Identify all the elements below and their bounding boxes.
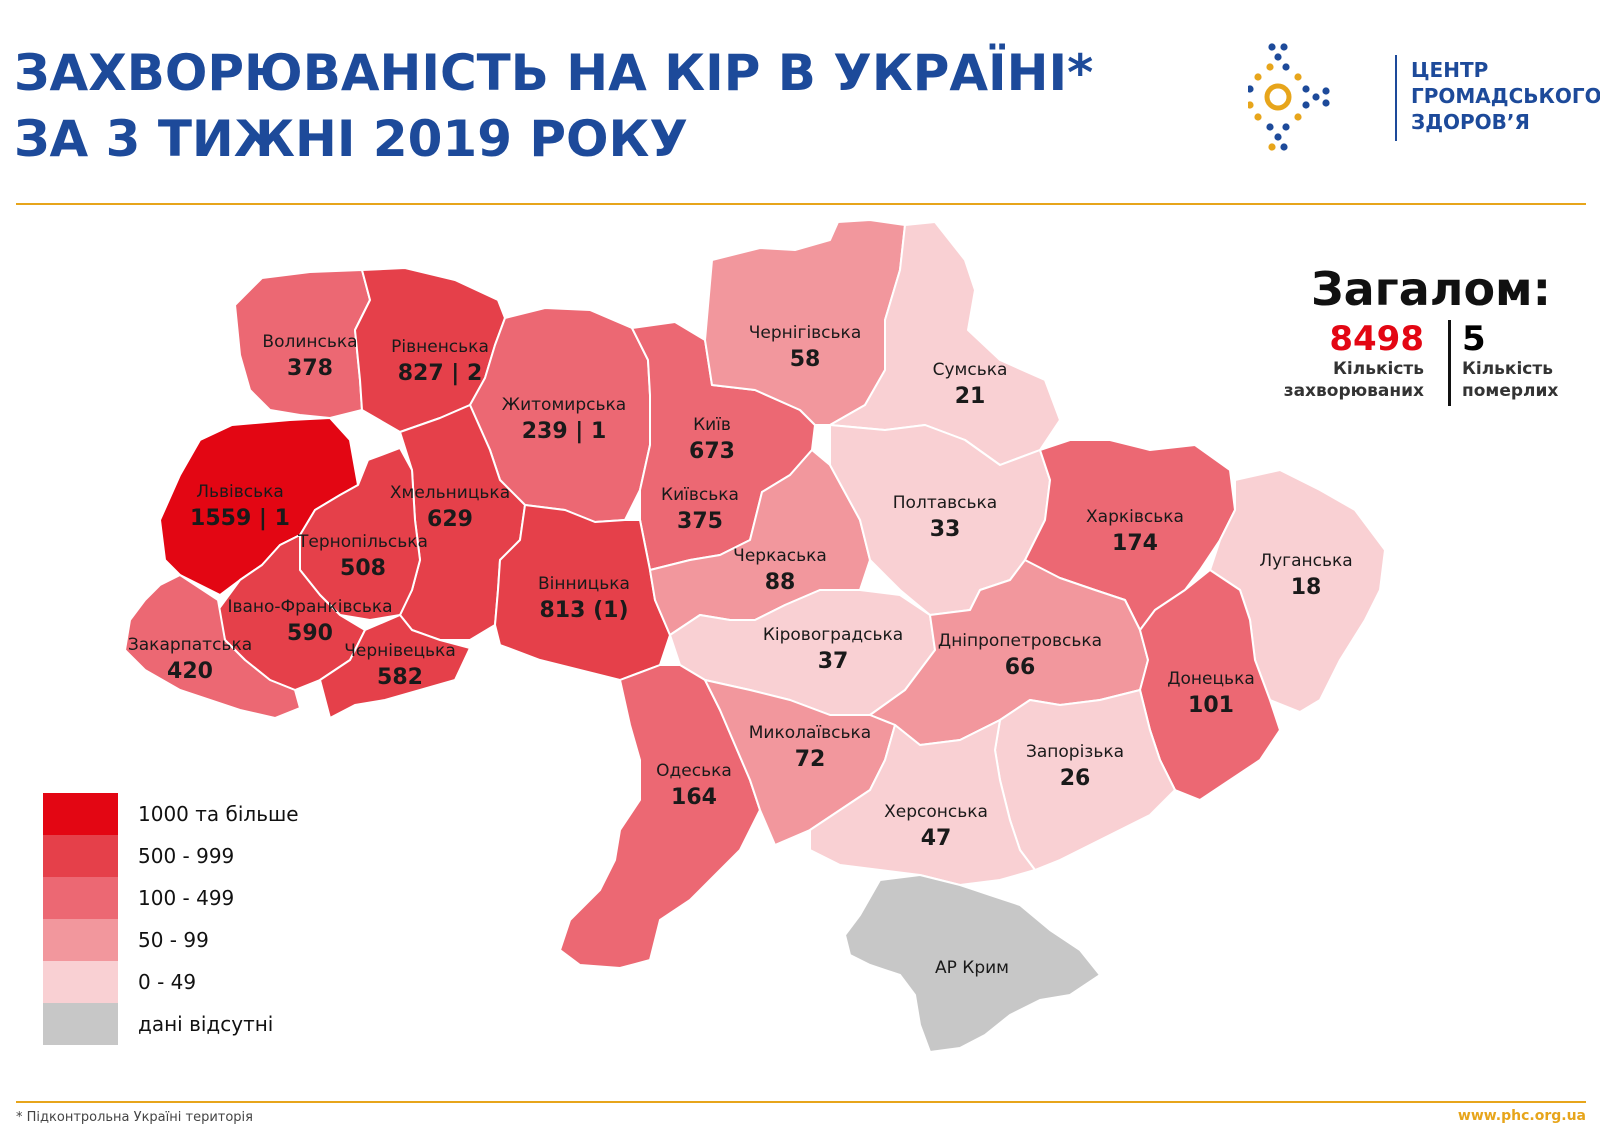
cases-label-2: захворюваних: [1283, 381, 1424, 401]
deaths-label-2: померлих: [1462, 381, 1559, 401]
footnote: * Підконтрольна Україні територія: [16, 1110, 253, 1125]
region-chernivetska: [319, 614, 471, 719]
logo-divider: [1395, 55, 1397, 141]
cases-value: 8498: [1329, 319, 1424, 359]
deaths-label-1: Кількість: [1462, 359, 1553, 379]
totals-deaths: 5 Кількість померлих: [1462, 320, 1592, 402]
region-name-khersonska: Херсонська: [884, 802, 988, 822]
region-name-rivnenska: Рівненська: [391, 337, 489, 357]
legend-swatch: [43, 1003, 118, 1045]
legend-label: 50 - 99: [138, 928, 209, 952]
region-name-donetska: Донецька: [1167, 669, 1255, 689]
logo-line-2: ГРОМАДСЬКОГО: [1411, 84, 1600, 108]
footer-divider: [16, 1101, 1586, 1103]
region-name-zakarpatska: Закарпатська: [128, 635, 252, 655]
region-name-kyivska: Київська: [661, 485, 739, 505]
region-name-luhanska: Луганська: [1259, 551, 1352, 571]
region-name-kharkivska: Харківська: [1086, 507, 1184, 527]
page-title: ЗАХВОРЮВАНІСТЬ НА КІР В УКРАЇНІ* ЗА 3 ТИ…: [14, 40, 1093, 172]
region-name-dnipropetrovska: Дніпропетровська: [938, 631, 1102, 651]
region-value-zhytomyrska: 239 | 1: [522, 419, 607, 444]
region-name-zhytomyrska: Житомирська: [502, 395, 626, 415]
region-value-kyivska: 375: [677, 509, 723, 534]
legend-label: дані відсутні: [138, 1012, 274, 1036]
region-value-ivano-frankivska: 590: [287, 621, 333, 646]
region-value-chernihivska: 58: [790, 347, 821, 372]
region-name-mykolaivska: Миколаївська: [749, 723, 871, 743]
deaths-value: 5: [1462, 319, 1486, 359]
region-value-volynska: 378: [287, 356, 333, 381]
region-name-sumska: Сумська: [933, 360, 1008, 380]
logo-line-1: ЦЕНТР: [1411, 58, 1489, 82]
website-link[interactable]: www.phc.org.ua: [1457, 1108, 1586, 1124]
region-name-kirovohradska: Кіровоградська: [763, 625, 903, 645]
region-value-chernivetska: 582: [377, 665, 423, 690]
region-name-vinnytska: Вінницька: [538, 574, 630, 594]
region-name-kyiv-city: Київ: [693, 415, 731, 435]
legend-swatch: [43, 835, 118, 877]
legend-label: 100 - 499: [138, 886, 235, 910]
region-name-volynska: Волинська: [262, 332, 357, 352]
cases-label-1: Кількість: [1333, 359, 1424, 379]
header-divider: [16, 203, 1586, 205]
region-khersonska: [809, 719, 1036, 886]
region-name-khmelnytska: Хмельницька: [390, 483, 510, 503]
title-line-1: ЗАХВОРЮВАНІСТЬ НА КІР В УКРАЇНІ*: [14, 44, 1094, 102]
totals-divider: [1448, 320, 1451, 406]
region-zakarpatska: [124, 574, 301, 719]
region-value-kyiv-city: 673: [689, 439, 735, 464]
region-name-odeska: Одеська: [656, 761, 732, 781]
region-value-sumska: 21: [955, 384, 986, 409]
region-name-cherkaska: Черкаська: [733, 546, 827, 566]
legend-swatch: [43, 961, 118, 1003]
region-value-vinnytska: 813 (1): [540, 598, 629, 623]
totals-cases: 8498 Кількість захворюваних: [1262, 320, 1424, 402]
region-value-lvivska: 1559 | 1: [190, 506, 290, 531]
region-crimea: [844, 874, 1101, 1053]
region-name-crimea: АР Крим: [935, 958, 1009, 978]
legend-label: 500 - 999: [138, 844, 235, 868]
region-value-khersonska: 47: [921, 826, 952, 851]
legend-swatch: [43, 793, 118, 835]
region-name-chernihivska: Чернігівська: [749, 323, 861, 343]
region-value-dnipropetrovska: 66: [1005, 655, 1036, 680]
region-value-poltavska: 33: [930, 517, 961, 542]
logo-text: ЦЕНТР ГРОМАДСЬКОГО ЗДОРОВ’Я: [1411, 57, 1600, 135]
phc-logo-icon: [1248, 43, 1330, 151]
legend-swatch: [43, 919, 118, 961]
logo-line-3: ЗДОРОВ’Я: [1411, 110, 1530, 134]
region-value-kharkivska: 174: [1112, 531, 1158, 556]
legend-swatch: [43, 877, 118, 919]
region-ternopilska: [299, 447, 421, 621]
region-value-zakarpatska: 420: [167, 659, 213, 684]
region-value-khmelnytska: 629: [427, 507, 473, 532]
region-name-lvivska: Львівська: [196, 482, 284, 502]
region-value-zaporizka: 26: [1060, 766, 1091, 791]
region-name-ternopilska: Тернопільська: [297, 532, 428, 552]
region-name-ivano-frankivska: Івано-Франківська: [227, 597, 392, 617]
region-value-donetska: 101: [1188, 693, 1234, 718]
region-value-kirovohradska: 37: [818, 649, 849, 674]
region-name-poltavska: Полтавська: [893, 493, 997, 513]
region-name-zaporizka: Запорізька: [1026, 742, 1124, 762]
region-value-cherkaska: 88: [765, 570, 796, 595]
region-donetska: [1139, 569, 1281, 801]
region-value-odeska: 164: [671, 785, 717, 810]
title-line-2: ЗА 3 ТИЖНІ 2019 РОКУ: [14, 110, 688, 168]
legend-label: 1000 та більше: [138, 802, 299, 826]
totals-title: Загалом:: [1310, 262, 1552, 316]
region-value-ternopilska: 508: [340, 556, 386, 581]
region-value-luhanska: 18: [1291, 575, 1322, 600]
region-luhanska: [1209, 469, 1386, 713]
region-value-rivnenska: 827 | 2: [398, 361, 483, 386]
region-name-chernivetska: Чернівецька: [344, 641, 456, 661]
legend-label: 0 - 49: [138, 970, 197, 994]
region-value-mykolaivska: 72: [795, 747, 826, 772]
